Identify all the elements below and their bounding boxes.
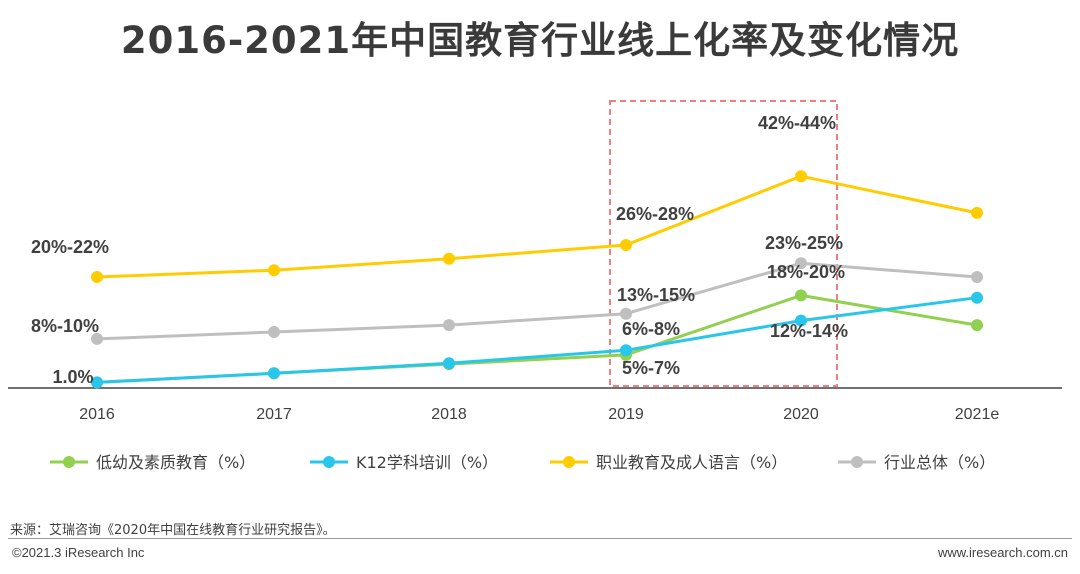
data-label: 8%-10% (31, 316, 99, 336)
legend-marker-2 (563, 456, 575, 468)
data-label: 23%-25% (765, 233, 843, 253)
data-point-s0-2020 (795, 289, 807, 302)
data-point-s2-2021e (971, 206, 983, 219)
data-label: 12%-14% (770, 321, 848, 341)
data-point-s1-2019 (620, 344, 632, 357)
data-point-s2-2020 (795, 170, 807, 183)
source-note: 来源：艾瑞咨询《2020年中国在线教育行业研究报告》。 (10, 523, 336, 538)
data-point-s1-2017 (268, 367, 280, 380)
data-point-s0-2021e (971, 319, 983, 332)
data-point-s2-2019 (620, 239, 632, 251)
data-label: 20%-22% (31, 237, 109, 257)
x-tick-label-2020: 2020 (783, 406, 819, 423)
x-tick-label-2018: 2018 (431, 406, 467, 423)
chart-title: 2016-2021年中国教育行业线上化率及变化情况 (120, 19, 960, 62)
data-label: 13%-15% (617, 285, 695, 305)
data-label: 42%-44% (758, 113, 836, 133)
x-tick-label-2019: 2019 (608, 406, 644, 423)
data-point-s2-2017 (268, 264, 280, 277)
data-point-s3-2021e (971, 271, 983, 283)
x-tick-label-2017: 2017 (256, 406, 292, 423)
legend-label-2: 职业教育及成人语言（%） (596, 453, 787, 472)
data-point-s3-2018 (443, 319, 455, 332)
copyright-text: ©2021.3 iResearch Inc (12, 545, 145, 560)
data-point-s3-2020 (795, 257, 807, 270)
data-point-s1-2021e (971, 291, 983, 304)
data-point-s3-2019 (620, 307, 632, 320)
website-text: www.iresearch.com.cn (937, 545, 1068, 560)
data-label: 18%-20% (767, 262, 845, 282)
data-point-s2-2018 (443, 252, 455, 265)
data-label: 26%-28% (616, 204, 694, 224)
legend-label-1: K12学科培训（%） (356, 453, 498, 472)
data-label: 6%-8% (622, 319, 680, 339)
series-line-2 (96, 174, 978, 279)
data-label: 1.0% (52, 367, 93, 387)
legend-marker-0 (63, 456, 75, 468)
series-line-3 (96, 261, 978, 341)
legend-label-0: 低幼及素质教育（%） (96, 453, 255, 472)
legend-marker-3 (851, 456, 863, 468)
data-point-s1-2020 (795, 314, 807, 327)
data-point-s3-2016 (91, 332, 103, 345)
x-tick-label-2016: 2016 (79, 406, 115, 423)
data-label: 5%-7% (622, 358, 680, 378)
legend-marker-1 (323, 456, 335, 468)
data-point-s1-2018 (443, 357, 455, 370)
footer-divider (8, 538, 1072, 539)
x-tick-label-2021e: 2021e (955, 406, 1000, 423)
data-point-s1-2016 (91, 376, 103, 389)
data-point-s3-2017 (268, 326, 280, 338)
data-point-s2-2016 (91, 271, 103, 283)
series-line-1 (96, 296, 978, 384)
legend-label-3: 行业总体（%） (884, 453, 995, 472)
highlight-box (609, 100, 838, 387)
